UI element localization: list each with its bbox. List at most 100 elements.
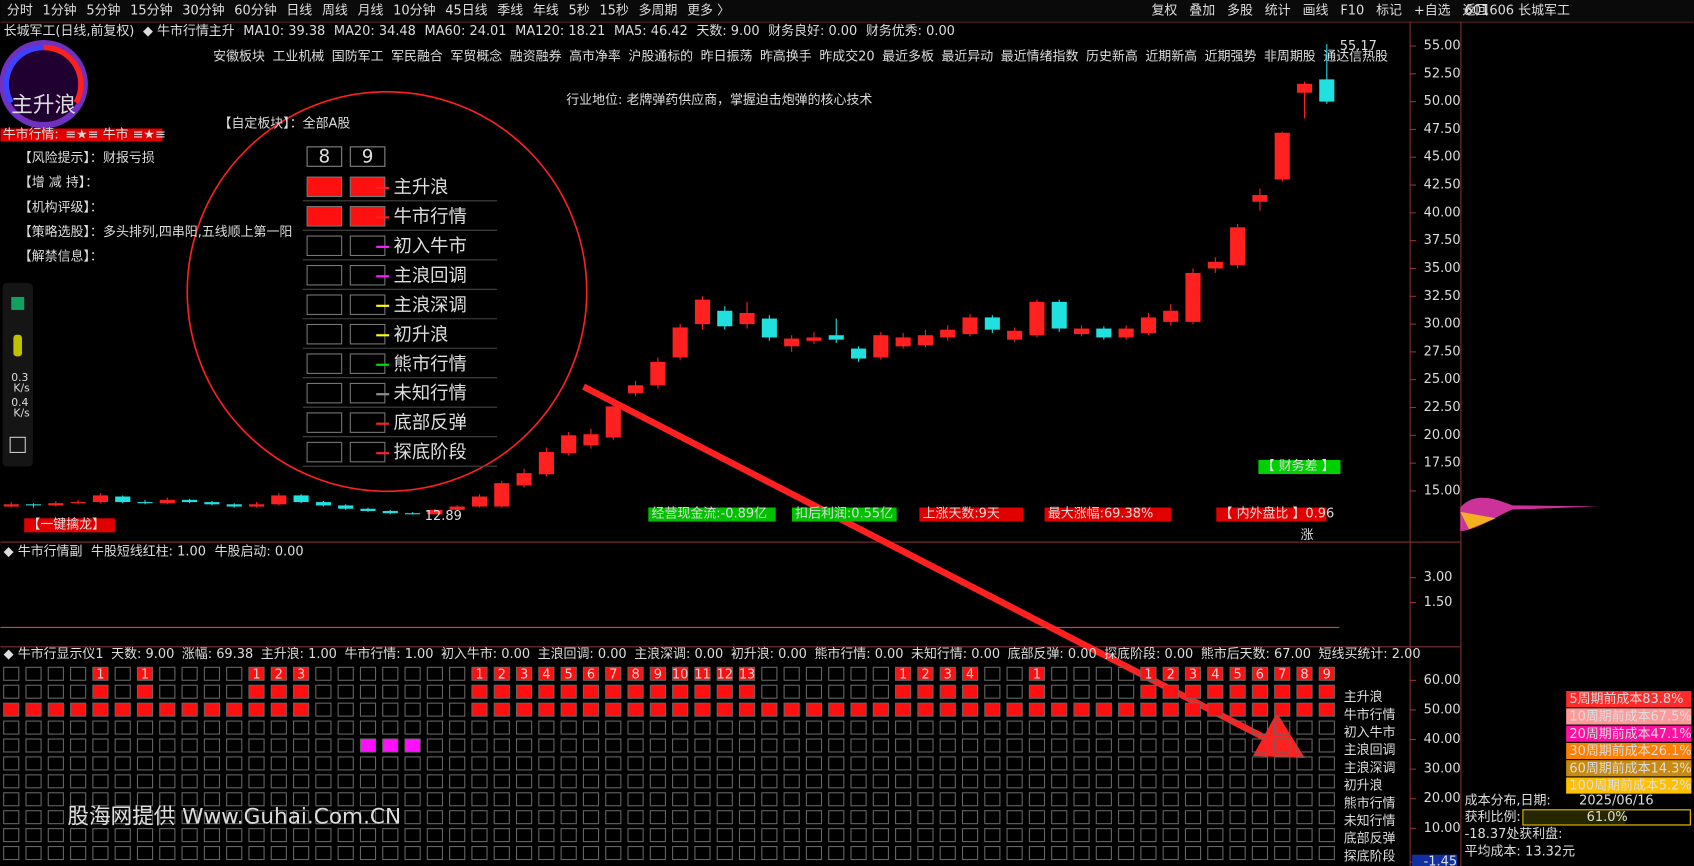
period-tab[interactable]: 60分钟 [234, 2, 276, 18]
tool-icon[interactable] [9, 436, 26, 453]
period-tab[interactable]: 月线 [358, 3, 384, 18]
grid-cell [939, 774, 956, 789]
grid-cell [1251, 756, 1269, 771]
period-tab[interactable]: 5分钟 [86, 2, 120, 18]
tool-button[interactable]: 统计 [1265, 3, 1291, 18]
phase-cell [306, 353, 343, 374]
grid-cell [716, 792, 733, 807]
grid-cell [1274, 684, 1291, 699]
grid-cell [694, 702, 711, 717]
candle-body [1140, 317, 1156, 333]
grid-cell [694, 738, 711, 753]
grid-cell [92, 720, 109, 735]
gauge-arc [3, 44, 44, 104]
grid-cell [738, 702, 756, 717]
period-tab[interactable]: 15分钟 [130, 2, 172, 18]
candle-body [1296, 83, 1313, 93]
grid-cell [404, 684, 421, 699]
grid-cell [538, 666, 555, 681]
grid-cell [136, 846, 154, 861]
candle-body [271, 495, 287, 505]
grid-cell [672, 684, 689, 699]
grid-cell [471, 810, 488, 825]
grid-cell [382, 846, 399, 861]
count-label: 8 [631, 667, 639, 682]
count-label: 10 [672, 667, 688, 682]
grid-cell [1006, 738, 1023, 753]
grid-cell [761, 738, 778, 753]
grid-cell [939, 846, 956, 861]
period-tab[interactable]: 10分钟 [393, 2, 435, 18]
grid-cell [805, 828, 823, 843]
grid-cell [136, 684, 154, 699]
grid-cell [850, 684, 867, 699]
tool-button[interactable]: +自选 [1414, 3, 1451, 18]
info-label: 【增 减 持】： [19, 176, 98, 191]
grid-cell [359, 810, 377, 825]
tool-button[interactable]: 多股 [1227, 3, 1253, 18]
grid-cell [25, 666, 42, 681]
count-label: 1 [252, 667, 260, 682]
grid-cell [649, 756, 666, 771]
tool-button[interactable]: 标记 [1376, 3, 1402, 18]
grid-cell [538, 738, 555, 753]
grid-cell [850, 792, 867, 807]
tool-icon[interactable] [11, 296, 25, 310]
grid-cell [1118, 702, 1135, 717]
grid-cell [538, 846, 555, 861]
candle-body [159, 499, 175, 504]
period-tab[interactable]: 1分钟 [43, 2, 77, 18]
concept-tag: 最近情绪指数 [1001, 50, 1079, 65]
grid-cell [1318, 828, 1335, 843]
grid-cell [1051, 684, 1068, 699]
grid-cell [92, 738, 109, 753]
period-tab[interactable]: 周线 [322, 3, 348, 18]
grid-cell [293, 846, 310, 861]
grid-cell [1028, 666, 1046, 681]
grid-cell [449, 810, 466, 825]
tool-button[interactable]: 复权 [1152, 2, 1178, 18]
grid-cell [226, 702, 243, 717]
grid-cell [337, 720, 354, 735]
period-tab[interactable]: 45日线 [445, 3, 487, 18]
grid-cell [1274, 846, 1291, 861]
period-tab[interactable]: 多周期 [639, 3, 678, 18]
count-label: 3 [297, 667, 305, 682]
count-label: 1 [96, 667, 104, 682]
grid-cell [761, 774, 778, 789]
period-tab[interactable]: 季线 [497, 3, 523, 18]
tool-button[interactable]: 叠加 [1189, 3, 1215, 18]
grid-cell [1207, 756, 1224, 771]
grid-cell [1140, 756, 1157, 771]
tool-button[interactable]: 画线 [1303, 3, 1329, 18]
grid-cell [25, 720, 42, 735]
candle-body [895, 337, 911, 347]
candle-body [70, 502, 86, 504]
grid-cell [337, 666, 354, 681]
period-tab[interactable]: 15秒 [599, 3, 628, 18]
grid-cell [872, 720, 889, 735]
grid-cell [226, 846, 243, 861]
grid-cell [1140, 774, 1157, 789]
tool-icon[interactable] [13, 334, 23, 357]
candle-body [48, 503, 64, 506]
period-tab[interactable]: 分时 [7, 3, 33, 18]
grid-cell [70, 846, 87, 861]
tool-button[interactable]: 返回 [1462, 3, 1488, 18]
grid-cell [270, 720, 287, 735]
grid-cell [850, 828, 867, 843]
period-tab[interactable]: 年线 [533, 3, 559, 18]
period-tab[interactable]: 5秒 [569, 3, 590, 18]
grid-cell [828, 846, 845, 861]
period-tab[interactable]: 30分钟 [182, 2, 224, 18]
grid-cell [1028, 720, 1046, 735]
grid-cell [560, 810, 577, 825]
grid-cell [270, 702, 287, 717]
grid-cell [515, 846, 533, 861]
y-tick-label: 22.50 [1424, 400, 1461, 415]
tool-button[interactable]: F10 [1340, 3, 1364, 18]
period-tab[interactable]: 更多 〉 [687, 3, 730, 18]
grid-cell [627, 738, 644, 753]
period-tab[interactable]: 日线 [286, 3, 312, 18]
concept-tag: 沪股通标的 [628, 49, 693, 65]
